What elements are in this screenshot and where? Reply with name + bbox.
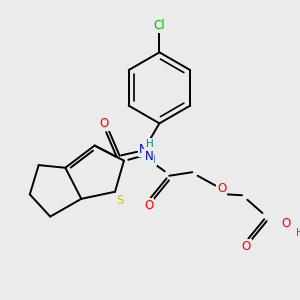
- Text: O: O: [144, 200, 153, 212]
- Text: S: S: [116, 194, 123, 207]
- Text: N: N: [139, 143, 148, 157]
- Text: O: O: [242, 240, 251, 253]
- Text: N: N: [144, 150, 153, 163]
- Text: O: O: [217, 182, 226, 195]
- Text: O: O: [282, 217, 291, 230]
- Text: H: H: [148, 155, 156, 165]
- Text: O: O: [100, 117, 109, 130]
- Text: H: H: [146, 139, 154, 149]
- Text: Cl: Cl: [154, 19, 165, 32]
- Text: H: H: [296, 228, 300, 238]
